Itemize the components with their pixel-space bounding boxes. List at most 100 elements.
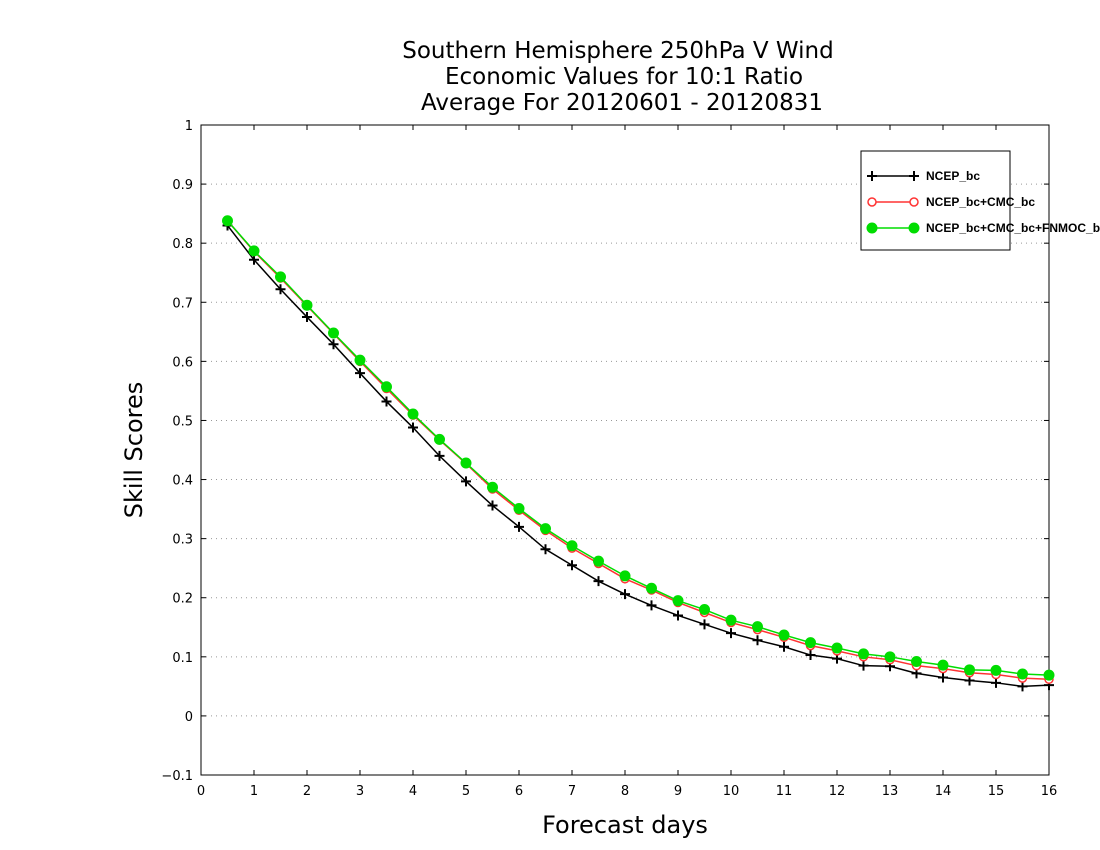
data-point [222, 215, 233, 227]
data-point [567, 560, 577, 571]
data-point [513, 503, 525, 514]
x-tick-label: 10 [723, 784, 740, 799]
x-tick-label: 11 [776, 784, 793, 799]
x-tick-label: 2 [303, 784, 311, 799]
legend-marker [908, 222, 920, 234]
data-point [487, 481, 498, 493]
x-tick-label: 1 [250, 784, 258, 799]
data-point [302, 312, 312, 323]
data-point [646, 582, 657, 594]
data-point [514, 521, 524, 532]
y-axis-label: Skill Scores [120, 382, 148, 519]
y-tick-label: 0.3 [172, 533, 193, 548]
legend-marker [867, 197, 877, 207]
chart-title: Southern Hemisphere 250hPa V Wind Econom… [402, 38, 833, 116]
legend-marker [909, 197, 919, 207]
x-tick-label: 6 [515, 784, 523, 799]
y-tick-label: 0.6 [172, 355, 193, 370]
series-layer [222, 215, 1055, 692]
x-tick-label: 0 [197, 784, 205, 799]
data-point [805, 637, 816, 649]
data-point [991, 677, 1001, 688]
data-point [248, 245, 260, 257]
legend-item: NCEP_bc+CMC_bc+FNMOC_bc [866, 221, 1100, 235]
data-point [726, 628, 736, 639]
data-point [1043, 669, 1055, 681]
legend-item: NCEP_bc [867, 169, 980, 183]
title-line-2: Economic Values for 10:1 Ratio [445, 64, 803, 90]
legend-box [860, 150, 1011, 251]
data-point [699, 619, 710, 630]
data-point [1017, 681, 1028, 692]
data-point [620, 589, 630, 600]
data-point [461, 476, 471, 487]
axis-ticks: −0.100.10.20.30.40.50.60.70.80.910 1 2 3 4 5 6… [161, 119, 1057, 799]
data-point [619, 570, 631, 582]
y-tick-label: 0.5 [172, 414, 193, 429]
data-point [1017, 668, 1028, 680]
data-point [408, 422, 418, 433]
data-point [646, 600, 657, 611]
data-point [990, 664, 1002, 676]
legend-label: NCEP_bc+CMC_bc [926, 195, 1035, 209]
series-1 [222, 220, 1054, 692]
y-tick-label: 0.1 [172, 651, 193, 666]
x-tick-label: 15 [988, 784, 1005, 799]
data-point [937, 659, 949, 671]
title-line-1: Southern Hemisphere 250hPa V Wind [402, 38, 833, 64]
legend-item: NCEP_bc+CMC_bc [867, 195, 1035, 209]
data-point [566, 540, 578, 552]
x-tick-label: 5 [462, 784, 470, 799]
data-point [884, 651, 896, 663]
legend-marker [909, 171, 919, 181]
x-tick-label: 12 [829, 784, 846, 799]
data-point [964, 664, 975, 676]
data-point [805, 650, 816, 661]
grid-lines [201, 183, 1049, 717]
legend-marker [866, 222, 878, 234]
title-line-3: Average For 20120601 - 20120831 [421, 90, 823, 116]
series-line [226, 220, 1050, 681]
data-point [540, 544, 551, 555]
y-tick-label: 0.9 [172, 178, 193, 193]
x-tick-label: 7 [568, 784, 576, 799]
data-point [593, 576, 604, 587]
data-point [593, 555, 604, 567]
data-point [381, 381, 392, 393]
legend: NCEP_bc NCEP_bc+CMC_bc NCEP_bc+CMC_bc+FNMO… [860, 150, 1100, 251]
data-point [779, 641, 789, 652]
x-tick-label: 9 [674, 784, 682, 799]
data-point [275, 284, 286, 295]
y-tick-label: 0.8 [172, 237, 193, 252]
data-point [407, 408, 419, 420]
y-tick-label: 0.4 [172, 474, 193, 489]
data-point [858, 648, 869, 660]
data-point [752, 621, 763, 633]
data-point [778, 629, 790, 641]
data-point [460, 457, 472, 469]
data-point [328, 339, 339, 350]
series-3 [222, 215, 1055, 681]
y-tick-label: 1 [185, 119, 193, 134]
data-point [328, 327, 339, 339]
data-point [355, 368, 365, 379]
x-tick-label: 4 [409, 784, 417, 799]
x-tick-label: 13 [882, 784, 899, 799]
y-tick-label: −0.1 [161, 769, 193, 784]
data-point [249, 254, 259, 265]
data-point [275, 271, 286, 283]
series-line [226, 224, 1050, 688]
data-point [487, 500, 498, 511]
legend-marker [867, 171, 877, 181]
series-line [226, 220, 1050, 676]
data-point [938, 672, 948, 683]
data-point [381, 396, 392, 407]
data-point [301, 299, 313, 311]
data-point [699, 604, 710, 616]
data-point [725, 614, 737, 626]
data-point [354, 354, 366, 366]
x-tick-label: 3 [356, 784, 364, 799]
data-point [673, 610, 683, 621]
series-2 [222, 215, 1054, 685]
